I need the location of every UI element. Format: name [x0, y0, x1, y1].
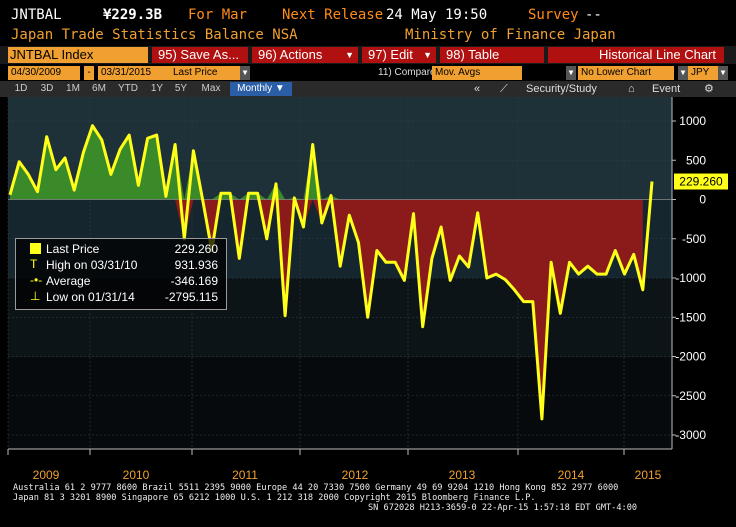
y-tick-label: -3000	[675, 428, 706, 442]
end-date-field[interactable]: 03/31/2015	[98, 66, 170, 80]
last-value-tag	[674, 173, 728, 190]
field-select[interactable]: Last Price	[170, 66, 240, 80]
table-label: 98) Table	[446, 47, 500, 62]
x-tick-label: 2013	[449, 468, 476, 482]
legend-low-label: Low on 01/31/14	[46, 290, 135, 304]
y-tick-label: 1000	[679, 114, 706, 128]
table-button[interactable]: 98) Table	[440, 47, 544, 63]
description: Japan Trade Statistics Balance NSA	[11, 27, 298, 43]
y-tick-label: -2000	[675, 350, 706, 364]
chart-title-button[interactable]: Historical Line Chart	[548, 47, 724, 63]
ticker: JNTBAL	[11, 7, 62, 23]
edit-button[interactable]: 97) Edit ▼	[362, 47, 436, 63]
y-tick-label: 500	[686, 153, 706, 167]
legend-high-label: High on 03/31/10	[46, 258, 138, 272]
chevron-down-icon[interactable]: ▼	[240, 66, 250, 80]
save-as-button[interactable]: 95) Save As...	[152, 47, 248, 63]
compare-label: 11) Compare	[378, 67, 436, 78]
high-marker-icon: T	[30, 257, 38, 271]
plot-margin	[0, 97, 8, 449]
legend-low-value: -2795.115	[164, 290, 218, 304]
chevron-down-icon[interactable]: ▼	[566, 66, 576, 80]
low-marker-icon: ⊥	[30, 289, 41, 303]
frequency-label: Monthly	[237, 83, 273, 94]
price: ¥229.3B	[103, 7, 163, 23]
period-label: For Mar	[188, 7, 248, 23]
plot-band	[8, 357, 672, 449]
survey-label: Survey	[528, 7, 579, 23]
source: Ministry of Finance Japan	[405, 27, 616, 43]
period-1m[interactable]: 1M	[66, 83, 80, 94]
x-tick-label: 2015	[635, 468, 662, 482]
start-date-field[interactable]: 04/30/2009	[8, 66, 80, 80]
footer-line-1: Australia 61 2 9777 8600 Brazil 5511 239…	[13, 483, 619, 493]
x-tick-label: 2014	[558, 468, 585, 482]
legend-last-price-label: Last Price	[46, 242, 100, 256]
chevron-down-icon: ▼	[345, 50, 354, 60]
currency-field[interactable]: JPY	[688, 66, 718, 80]
chevron-down-icon[interactable]: ▼	[678, 66, 688, 80]
legend-average-value: -346.169	[170, 274, 218, 288]
period-1d[interactable]: 1D	[14, 83, 28, 94]
footer-line-2: Japan 81 3 3201 8900 Singapore 65 6212 1…	[13, 493, 536, 503]
trend-icon[interactable]: ⟋	[500, 83, 508, 95]
security-study-button[interactable]: Security/Study	[526, 83, 597, 95]
last-price-swatch	[30, 243, 41, 254]
frequency-select[interactable]: Monthly ▼	[230, 82, 292, 96]
settings-bar: 04/30/2009 - 03/31/2015 Last Price ▼ 11)…	[0, 65, 736, 81]
event-button[interactable]: Event	[652, 83, 681, 95]
footer-line-3: SN 672028 H213-3659-0 22-Apr-15 1:57:18 …	[368, 503, 638, 513]
last-value-label: 229.260	[679, 175, 723, 189]
y-tick-label: -1500	[675, 310, 706, 324]
edit-label: 97) Edit	[368, 47, 413, 62]
y-tick-label: 0	[699, 193, 706, 207]
period-3d[interactable]: 3D	[40, 83, 54, 94]
period-ytd[interactable]: YTD	[118, 83, 138, 94]
legend-average-label: Average	[46, 274, 91, 288]
y-tick-label: -500	[682, 232, 706, 246]
next-release-value: 24 May 19:50	[386, 7, 488, 23]
compare-field[interactable]: Mov. Avgs	[432, 66, 522, 80]
period-6m[interactable]: 6M	[92, 83, 106, 94]
period-5y[interactable]: 5Y	[174, 83, 188, 94]
legend-last-price-value: 229.260	[174, 242, 218, 256]
x-tick-label: 2009	[33, 468, 60, 482]
gear-icon[interactable]: ⚙	[704, 83, 714, 95]
x-tick-label: 2012	[342, 468, 369, 482]
x-tick-label: 2010	[123, 468, 150, 482]
legend-high-value: 931.936	[174, 258, 218, 272]
chevron-down-icon: ▼	[423, 50, 432, 60]
y-tick-label: -2500	[675, 389, 706, 403]
next-release-label: Next Release	[282, 7, 384, 23]
actions-button[interactable]: 96) Actions ▼	[252, 47, 358, 63]
average-marker-icon: -•-	[30, 273, 43, 287]
price-line	[8, 124, 654, 421]
chart-title: Historical Line Chart	[598, 47, 716, 62]
event-icon[interactable]: ⌂	[628, 83, 635, 95]
survey-value: --	[585, 7, 602, 23]
chevron-down-icon[interactable]: ▼	[718, 66, 728, 80]
period-bar: 1D 3D 1M 6M YTD 1Y 5Y Max Monthly ▼ « ⟋ …	[0, 81, 736, 97]
x-tick-label: 2011	[232, 468, 258, 482]
header-bar: JNTBAL ¥229.3B For Mar Next Release 24 M…	[0, 0, 736, 36]
save-as-label: 95) Save As...	[158, 47, 239, 62]
y-tick-label: -1000	[675, 271, 706, 285]
toolbar: JNTBAL Index 95) Save As... 96) Actions ▼…	[0, 46, 736, 64]
period-max[interactable]: Max	[201, 83, 221, 94]
actions-label: 96) Actions	[258, 47, 323, 62]
period-1y[interactable]: 1Y	[150, 83, 164, 94]
collapse-icon[interactable]: «	[474, 83, 481, 95]
legend: Last Price 229.260 T High on 03/31/10 93…	[15, 238, 227, 310]
date-separator: -	[84, 66, 94, 80]
lower-chart-field[interactable]: No Lower Chart	[578, 66, 674, 80]
index-field[interactable]: JNTBAL Index	[8, 47, 148, 63]
positive-area	[10, 125, 643, 200]
